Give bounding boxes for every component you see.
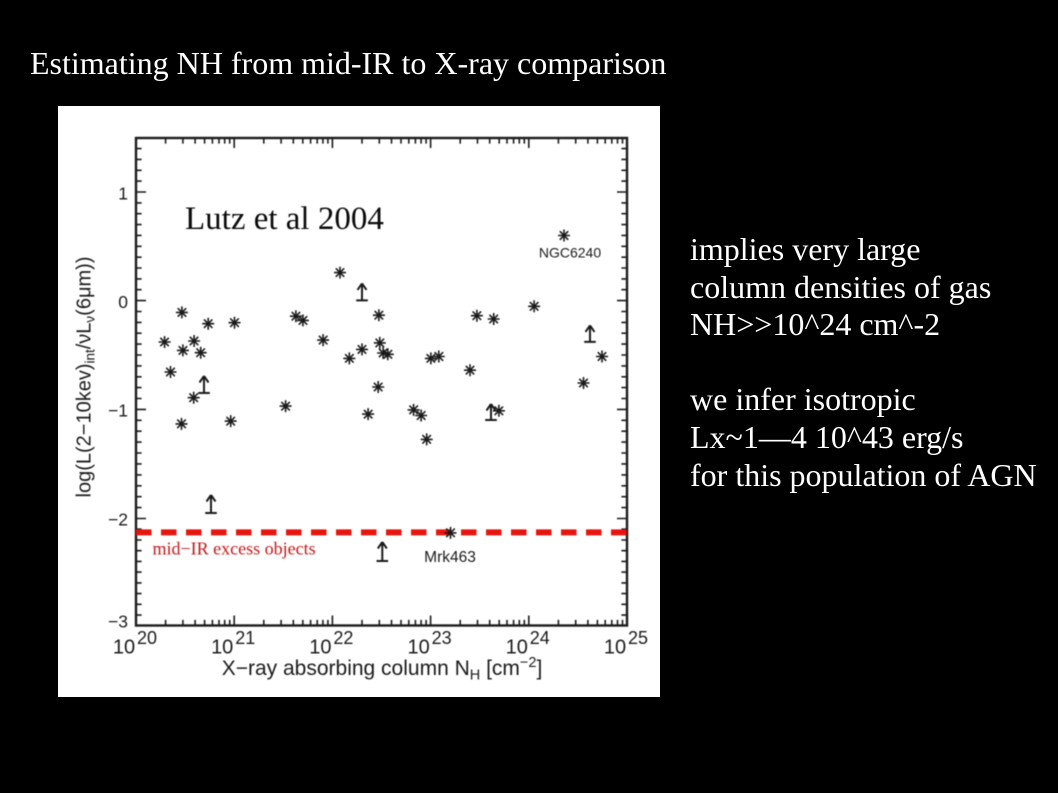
svg-text:1: 1 xyxy=(118,183,128,203)
svg-text:NGC6240: NGC6240 xyxy=(539,245,601,261)
svg-text:mid−IR excess objects: mid−IR excess objects xyxy=(153,539,316,559)
svg-text:0: 0 xyxy=(118,292,128,312)
svg-text:21: 21 xyxy=(235,628,255,648)
svg-text:log(L(2−10kev)int/νLν(6μm)): log(L(2−10kev)int/νLν(6μm)) xyxy=(74,257,98,498)
svg-text:10: 10 xyxy=(506,637,528,659)
svg-text:−1: −1 xyxy=(108,400,128,420)
svg-text:10: 10 xyxy=(211,637,233,659)
svg-text:20: 20 xyxy=(137,628,157,648)
svg-text:−2: −2 xyxy=(108,509,128,529)
svg-text:X−ray absorbing column NH [cm−: X−ray absorbing column NH [cm−2] xyxy=(222,655,543,684)
svg-text:−3: −3 xyxy=(108,611,128,631)
svg-text:24: 24 xyxy=(530,628,550,648)
svg-text:Mrk463: Mrk463 xyxy=(424,549,476,566)
svg-text:10: 10 xyxy=(407,637,429,659)
svg-text:10: 10 xyxy=(604,637,626,659)
svg-text:Lutz et al 2004: Lutz et al 2004 xyxy=(185,201,384,237)
svg-text:10: 10 xyxy=(113,637,135,659)
svg-text:23: 23 xyxy=(432,628,452,648)
svg-text:22: 22 xyxy=(333,628,353,648)
svg-text:25: 25 xyxy=(628,628,648,648)
svg-text:10: 10 xyxy=(309,637,331,659)
